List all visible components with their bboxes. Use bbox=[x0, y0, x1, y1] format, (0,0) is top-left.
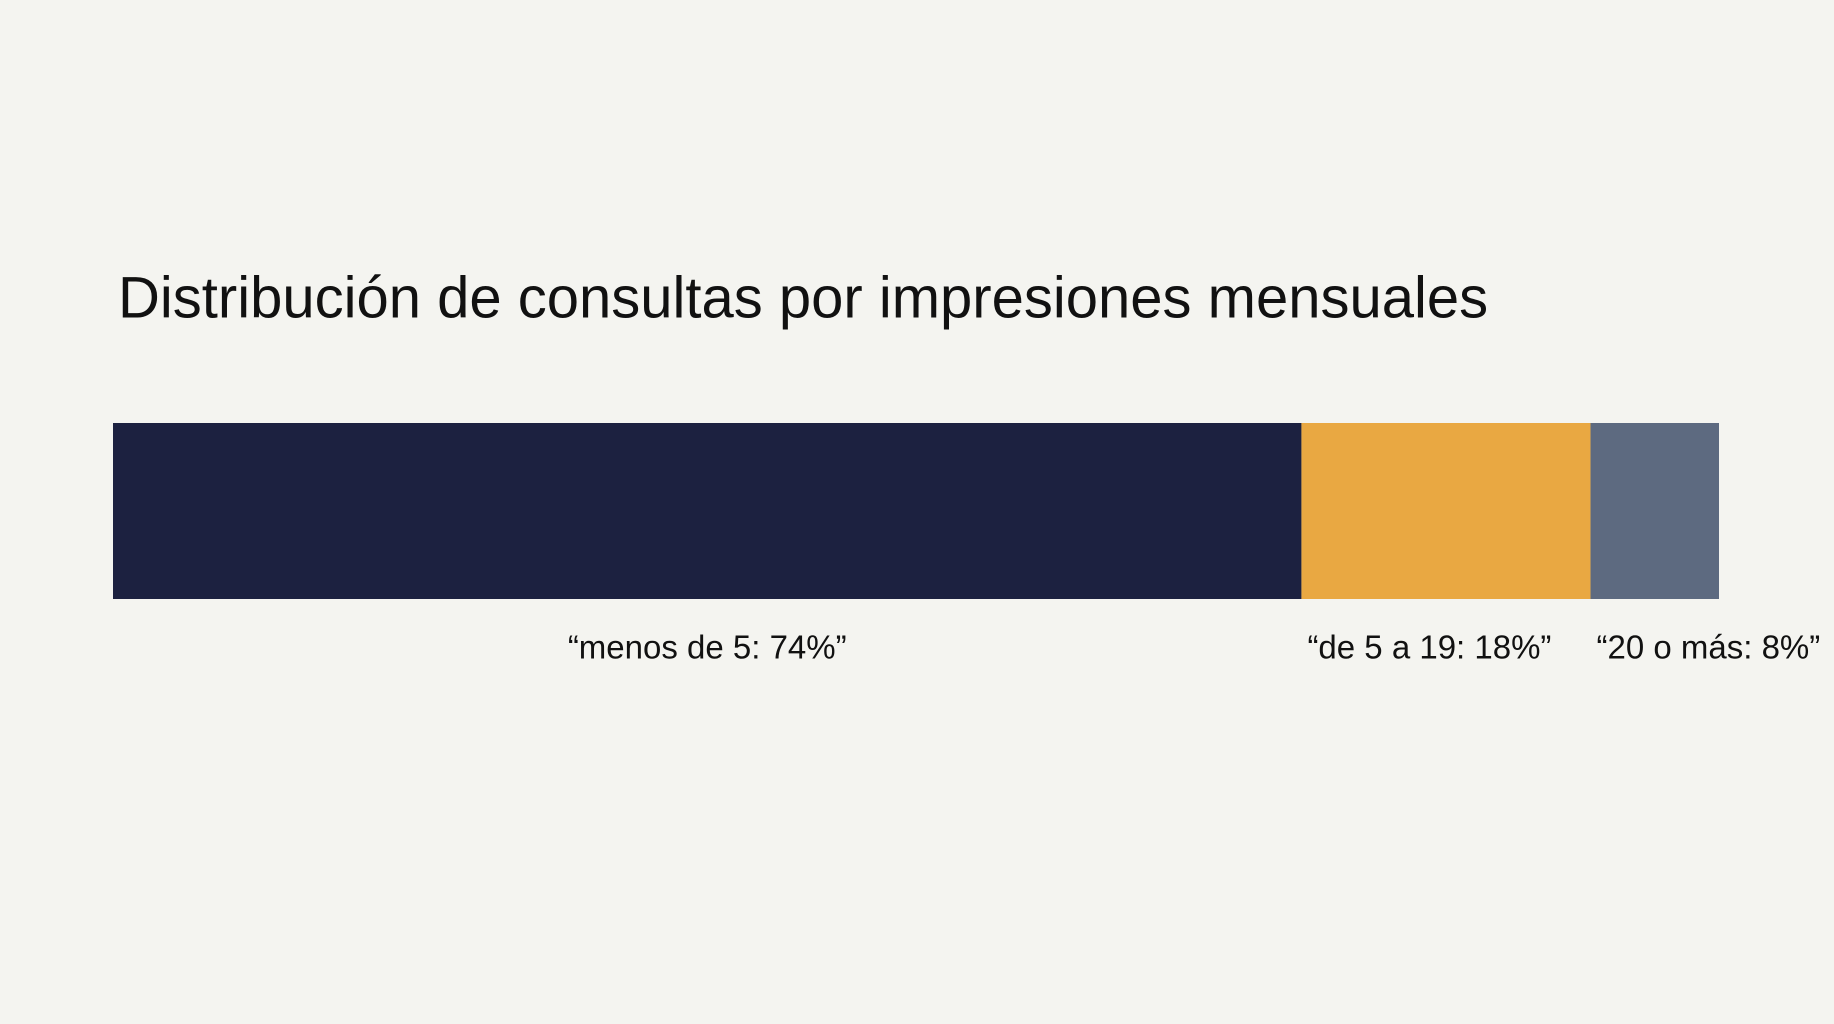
bar-segment bbox=[1590, 423, 1719, 599]
bar-segment bbox=[113, 423, 1302, 599]
data-label: “20 o más: 8%” bbox=[1597, 629, 1821, 666]
data-label: “menos de 5: 74%” bbox=[568, 629, 847, 666]
data-label: “de 5 a 19: 18%” bbox=[1307, 629, 1551, 666]
chart-title: Distribución de consultas por impresione… bbox=[118, 265, 1488, 330]
bar-segment bbox=[1301, 423, 1591, 599]
